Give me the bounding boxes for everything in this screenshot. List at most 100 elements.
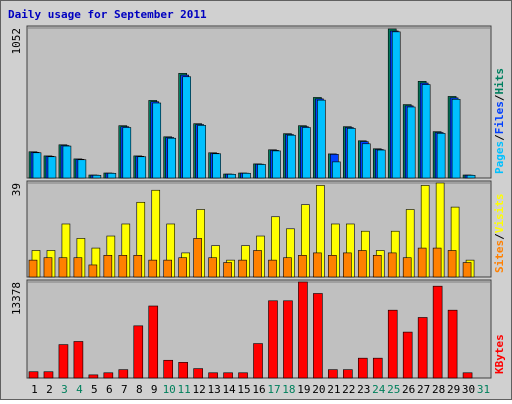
legend: Pages/Files/Hits	[493, 68, 506, 174]
x-tick-label: 11	[178, 383, 191, 396]
bar	[283, 300, 293, 379]
bar	[283, 257, 292, 278]
x-tick-label: 26	[402, 383, 415, 396]
x-tick-label: 23	[357, 383, 370, 396]
bar	[317, 99, 326, 179]
bar	[462, 262, 472, 278]
bar	[257, 164, 266, 179]
bar	[298, 255, 307, 278]
x-tick-label: 9	[151, 383, 158, 396]
bar	[148, 259, 158, 278]
legend-entry: Pages	[493, 141, 506, 174]
bar	[391, 31, 401, 179]
x-tick-label: 17	[267, 383, 280, 396]
bar	[238, 372, 248, 379]
bar	[432, 285, 443, 379]
bar	[253, 250, 262, 278]
bar	[73, 257, 83, 278]
bar	[178, 362, 188, 379]
x-tick-label: 31	[477, 383, 490, 396]
bar	[357, 357, 368, 379]
legend-entry: Files	[493, 101, 506, 134]
bar	[32, 152, 42, 179]
legend-separator: /	[493, 134, 506, 141]
bar	[417, 247, 427, 278]
bar	[152, 102, 162, 179]
bar	[73, 341, 84, 379]
bar	[298, 281, 308, 379]
legend-entry: Visits	[493, 194, 506, 234]
bar	[328, 369, 338, 379]
x-tick-label: 27	[417, 383, 430, 396]
bar	[193, 368, 203, 379]
chart-title: Daily usage for September 2011	[8, 8, 207, 21]
bar	[343, 252, 352, 278]
x-tick-label: 15	[237, 383, 250, 396]
bar	[178, 257, 187, 278]
x-tick-label: 7	[121, 383, 128, 396]
bar	[148, 305, 159, 379]
bar	[462, 372, 473, 379]
legend-separator: /	[493, 94, 506, 101]
bar	[193, 238, 202, 278]
x-tick-label: 18	[282, 383, 295, 396]
bar	[242, 172, 251, 179]
x-tick-label: 12	[193, 383, 206, 396]
bar	[387, 309, 398, 379]
bar	[332, 161, 341, 179]
bar	[447, 309, 458, 379]
bar	[313, 252, 322, 278]
bar	[62, 145, 72, 179]
x-tick-label: 3	[61, 383, 68, 396]
bar	[357, 250, 367, 278]
bar	[92, 174, 102, 179]
bar	[118, 255, 128, 278]
x-tick-label: 2	[46, 383, 53, 396]
bar	[137, 156, 147, 179]
bar	[402, 331, 413, 379]
bar	[347, 128, 356, 179]
bar	[376, 149, 386, 179]
bar	[287, 134, 296, 179]
bar	[88, 264, 98, 278]
x-tick-label: 6	[106, 383, 113, 396]
bar	[47, 156, 57, 179]
bar	[421, 84, 431, 179]
bar	[447, 250, 457, 278]
legend-entry: Hits	[493, 68, 506, 95]
legend: Sites/Visits	[493, 194, 506, 274]
x-tick-label: 10	[163, 383, 176, 396]
bar	[88, 374, 99, 379]
bar	[58, 257, 68, 278]
bar	[28, 371, 39, 379]
bar	[103, 255, 113, 278]
bar	[253, 343, 263, 379]
x-tick-label: 19	[297, 383, 310, 396]
bar	[302, 127, 311, 179]
bar	[118, 369, 129, 379]
bar	[133, 325, 144, 379]
legend-entry: Sites	[493, 240, 506, 273]
bar	[197, 125, 206, 179]
bar	[43, 371, 54, 379]
bar	[208, 372, 218, 379]
bar	[103, 372, 114, 379]
x-tick-label: 14	[222, 383, 236, 396]
bar	[402, 257, 412, 278]
bar	[406, 106, 416, 179]
y-tick-label: 13378	[10, 282, 23, 315]
bar	[223, 262, 232, 278]
x-tick-label: 21	[327, 383, 340, 396]
bar	[272, 150, 281, 179]
bar	[167, 137, 177, 179]
y-tick-label: 1052	[10, 28, 23, 55]
bar	[208, 257, 217, 278]
x-tick-label: 25	[387, 383, 400, 396]
bar	[133, 255, 143, 278]
x-tick-label: 24	[372, 383, 386, 396]
bar	[182, 76, 191, 179]
bar	[432, 247, 442, 278]
bar	[223, 372, 233, 379]
bar	[451, 98, 461, 179]
